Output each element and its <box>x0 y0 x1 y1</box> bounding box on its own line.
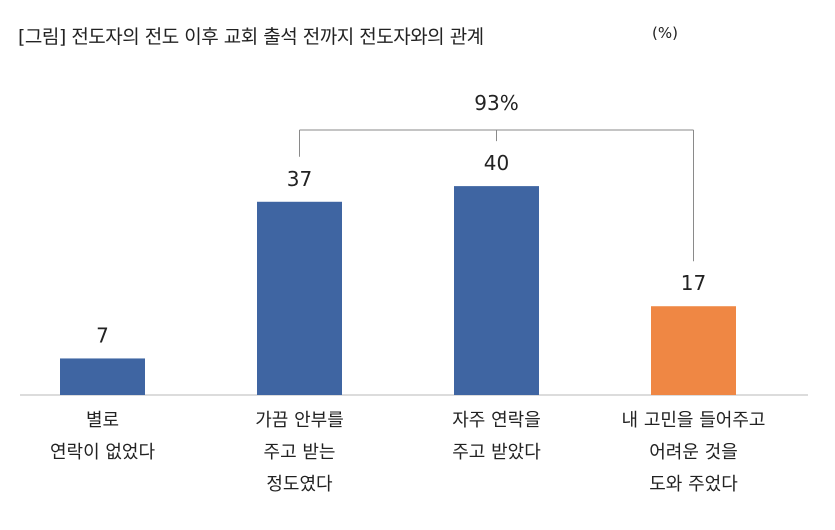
x-tick-label-4-line-3: 도와 주었다 <box>649 474 738 495</box>
x-tick-label-4-line-1: 내 고민을 들어주고 <box>622 410 766 431</box>
chart-title: [그림] 전도자의 전도 이후 교회 출석 전까지 전도자와의 관계 <box>18 26 484 48</box>
x-tick-label-4-line-2: 어려운 것을 <box>649 442 738 463</box>
x-tick-label-2-line-1: 가끔 안부를 <box>255 410 344 431</box>
x-tick-label-2-line-2: 주고 받는 <box>264 442 336 463</box>
bracket-label: 93% <box>474 91 518 115</box>
data-label-4: 17 <box>681 271 706 295</box>
bar-2 <box>257 201 342 395</box>
data-label-3: 40 <box>484 151 509 175</box>
data-label-1: 7 <box>96 323 109 347</box>
x-tick-label-1-line-2: 연락이 없었다 <box>50 442 156 463</box>
x-tick-label-2-line-3: 정도였다 <box>266 474 333 495</box>
x-tick-label-3-line-1: 자주 연락을 <box>452 410 541 431</box>
bar-1 <box>60 358 145 395</box>
x-tick-label-3-line-2: 주고 받았다 <box>452 442 541 463</box>
unit-label: (%) <box>652 24 678 42</box>
x-tick-label-1-line-1: 별로 <box>86 410 119 431</box>
bar-4 <box>651 306 736 395</box>
data-label-2: 37 <box>287 167 312 191</box>
bar-3 <box>454 186 539 395</box>
